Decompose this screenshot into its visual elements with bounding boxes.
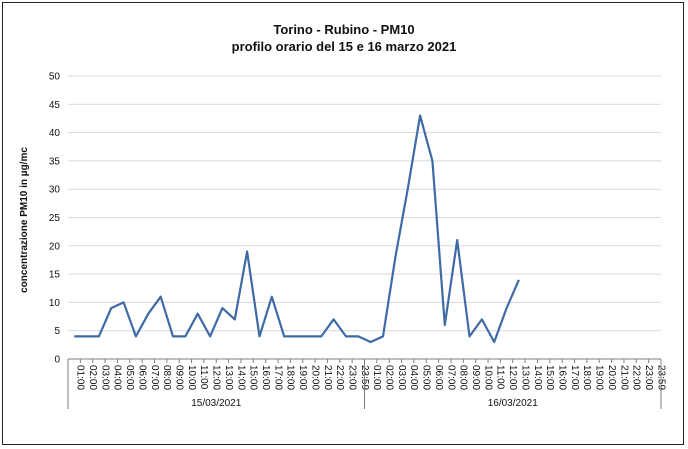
- x-tick-label: 11:00: [198, 365, 209, 390]
- chart-title: Torino - Rubino - PM10: [273, 22, 415, 37]
- x-tick-label: 04:00: [112, 365, 123, 390]
- chart-frame: [2, 2, 684, 445]
- x-tick-label: 10:00: [186, 365, 197, 390]
- x-tick-label: 22:00: [334, 365, 345, 390]
- x-tick-label: 05:00: [124, 365, 135, 390]
- x-tick-label: 20:00: [606, 365, 617, 390]
- x-tick-label: 07:00: [445, 365, 456, 390]
- x-tick-label: 08:00: [458, 365, 469, 390]
- x-tick-label: 23:00: [643, 365, 654, 390]
- x-tick-label: 07:00: [149, 365, 160, 390]
- y-tick-label: 25: [49, 213, 61, 224]
- series-lines: [74, 114, 520, 344]
- x-axis-groups: 15/03/2021 16/03/2021: [67, 359, 662, 409]
- x-tick-label: 21:00: [322, 365, 333, 390]
- x-tick-label: 16:00: [556, 365, 567, 390]
- x-tick-label: 12:00: [211, 365, 222, 390]
- group-label: 16/03/2021: [488, 398, 538, 409]
- x-tick-label: 08:00: [161, 365, 172, 390]
- y-tick-label: 30: [49, 185, 61, 196]
- x-tick-label: 18:00: [581, 365, 592, 390]
- x-tick-label: 22:00: [631, 365, 642, 390]
- x-tick-label: 14:00: [235, 365, 246, 390]
- x-tick-label: 14:00: [532, 365, 543, 390]
- x-tick-label: 21:00: [618, 365, 629, 390]
- x-tick-label: 20:00: [309, 365, 320, 390]
- x-tick-label: 09:00: [174, 365, 185, 390]
- y-tick-label: 15: [49, 270, 61, 281]
- y-tick-label: 45: [49, 100, 61, 111]
- y-tick-label: 0: [54, 355, 60, 366]
- x-tick-label: 15:00: [248, 365, 259, 390]
- y-tick-label: 5: [54, 326, 60, 337]
- x-tick-label: 02:00: [384, 365, 395, 390]
- gridlines: [67, 75, 662, 363]
- y-axis-ticks: 0 5 10 15 20 25 30 35 40 45 50: [49, 72, 61, 366]
- y-tick-label: 20: [49, 241, 61, 252]
- x-axis-ticks: 01:00 02:00 03:00 04:00 05:00 06:00 07:00 08:00…: [75, 365, 667, 390]
- x-tick-label: 17:00: [569, 365, 580, 390]
- x-tick-label: 09:00: [470, 365, 481, 390]
- y-tick-label: 50: [49, 72, 61, 83]
- x-tick-label: 19:00: [297, 365, 308, 390]
- x-tick-label: 15:00: [544, 365, 555, 390]
- x-tick-label: 01:00: [371, 365, 382, 390]
- x-tick-label: 06:00: [136, 365, 147, 390]
- y-tick-label: 35: [49, 156, 61, 167]
- x-tick-label: 04:00: [408, 365, 419, 390]
- series-line: [74, 114, 520, 344]
- x-tick-label: 23:00: [346, 365, 357, 390]
- x-tick-label: 03:00: [396, 365, 407, 390]
- y-tick-label: 40: [49, 128, 61, 139]
- x-tick-label: 17:00: [272, 365, 283, 390]
- x-tick-label: 06:00: [433, 365, 444, 390]
- x-tick-label: 18:00: [285, 365, 296, 390]
- y-axis-label: concentrazione PM10 in µg/mc: [19, 147, 30, 293]
- x-tick-label: 13:00: [519, 365, 530, 390]
- x-tick-label: 01:00: [75, 365, 86, 390]
- x-tick-label: 03:00: [99, 365, 110, 390]
- x-tick-label: 19:00: [594, 365, 605, 390]
- x-tick-label: 13:00: [223, 365, 234, 390]
- x-tick-label: 11:00: [495, 365, 506, 390]
- x-tick-label: 05:00: [421, 365, 432, 390]
- x-tick-label: 10:00: [482, 365, 493, 390]
- x-tick-label: 12:00: [507, 365, 518, 390]
- chart-subtitle: profilo orario del 15 e 16 marzo 2021: [231, 39, 457, 54]
- y-tick-label: 10: [49, 298, 61, 309]
- x-tick-label: 16:00: [260, 365, 271, 390]
- group-label: 15/03/2021: [191, 398, 241, 409]
- x-tick-label: 02:00: [87, 365, 98, 390]
